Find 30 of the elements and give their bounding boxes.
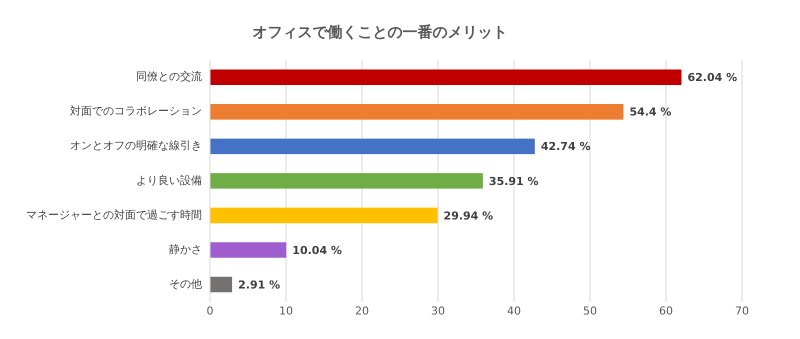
bar bbox=[210, 208, 438, 224]
bar bbox=[210, 104, 624, 120]
y-tick-label: 同僚との交流 bbox=[136, 70, 202, 84]
x-tick-label: 70 bbox=[735, 304, 749, 318]
x-tick-label: 50 bbox=[583, 304, 597, 318]
x-tick-label: 60 bbox=[659, 304, 673, 318]
x-tick-label: 20 bbox=[355, 304, 369, 318]
y-tick-label: より良い設備 bbox=[136, 174, 202, 187]
x-tick-label: 30 bbox=[431, 304, 445, 318]
data-label: 29.94 % bbox=[444, 209, 494, 222]
y-tick-label: オンとオフの明確な線引き bbox=[70, 139, 202, 152]
data-label: 35.91 % bbox=[488, 174, 539, 188]
bar bbox=[210, 138, 535, 154]
bar bbox=[210, 70, 682, 86]
data-label: 2.91 % bbox=[238, 278, 280, 292]
bar bbox=[210, 276, 232, 292]
bar bbox=[210, 173, 483, 189]
x-tick-label: 10 bbox=[279, 304, 293, 318]
x-tick-label: 40 bbox=[507, 304, 521, 318]
data-label: 62.04 % bbox=[688, 71, 738, 84]
chart-title: オフィスで働くことの一番のメリット bbox=[252, 22, 508, 41]
bar bbox=[210, 242, 286, 258]
y-tick-label: その他 bbox=[169, 277, 202, 290]
y-tick-label: 静かさ bbox=[169, 242, 202, 256]
y-tick-label: 対面でのコラボレーション bbox=[70, 104, 202, 118]
y-tick-label: マネージャーとの対面で過ごす時間 bbox=[26, 208, 202, 222]
data-label: 10.04 % bbox=[292, 244, 342, 257]
data-label: 54.4 % bbox=[629, 106, 672, 119]
x-tick-label: 0 bbox=[206, 304, 214, 318]
data-label: 42.74 % bbox=[540, 140, 590, 154]
